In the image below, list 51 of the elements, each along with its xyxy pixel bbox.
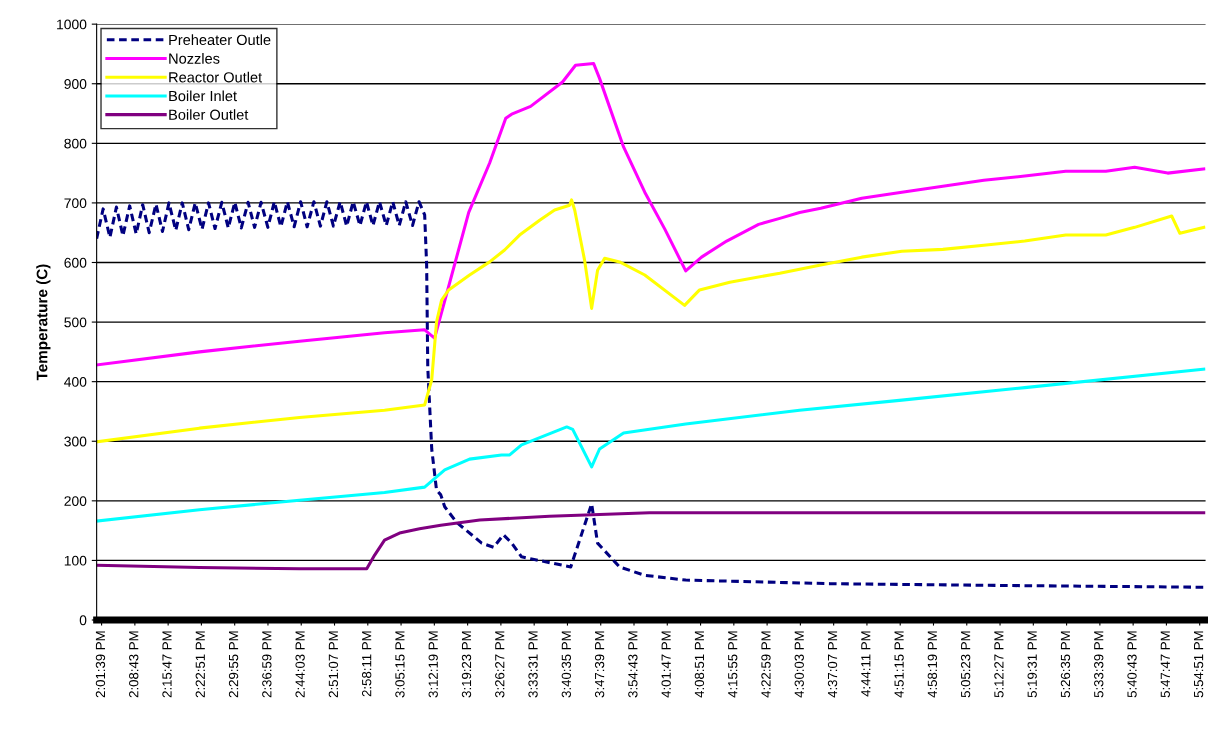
x-tick-label: 2:01:39 PM [95,631,106,698]
x-tick-label: 5:05:23 PM [960,631,971,698]
x-tick-label: 3:12:19 PM [428,631,438,698]
x-tick-label: 2:15:47 PM [162,631,172,698]
x-tick-label: 2:29:55 PM [228,631,239,698]
x-tick-label: 4:58:19 PM [927,631,938,698]
x-tick-label: 5:47:47 PM [1160,631,1170,698]
x-tick-label: 2:08:43 PM [129,631,139,698]
x-tick-label: 2:44:03 PM [295,631,305,698]
x-tick-label: 4:08:51 PM [694,631,705,698]
legend-label: Reactor Outlet [169,71,263,83]
x-tick-label: 2:58:11 PM [361,631,372,697]
x-tick-label: 2:36:59 PM [262,631,272,698]
y-tick-label: 400 [64,377,87,387]
x-tick-label: 2:51:07 PM [328,631,339,698]
x-tick-label: 5:33:39 PM [1094,631,1104,698]
x-tick-label: 5:40:43 PM [1127,631,1137,698]
y-tick-label: 200 [64,496,87,506]
legend-label: Boiler Inlet [169,90,237,102]
legend-label: Boiler Outlet [169,109,249,120]
x-tick-label: 4:44:11 PM [861,631,871,697]
y-tick-label: 1000 [57,19,87,30]
x-tick-label: 4:15:55 PM [728,631,738,698]
x-tick-label: 4:51:15 PM [894,631,904,698]
y-tick-label: 600 [64,257,87,268]
x-tick-label: 3:33:31 PM [528,631,538,698]
x-tick-label: 4:22:59 PM [761,631,771,698]
legend-label: Nozzles [169,53,220,64]
x-tick-label: 3:54:43 PM [628,631,638,698]
x-tick-label: 5:19:31 PM [1027,631,1037,698]
x-tick-label: 5:26:35 PM [1060,631,1071,698]
y-tick-label: 900 [64,79,87,89]
y-tick-label: 800 [64,138,87,149]
legend-label: Preheater Outle [169,34,271,46]
x-tick-label: 4:37:07 PM [827,631,838,698]
x-tick-label: 3:19:23 PM [461,631,472,698]
y-axis-title: Temperature (C) [36,264,51,381]
x-tick-label: 3:40:35 PM [561,631,571,698]
x-tick-label: 5:12:27 PM [994,631,1004,698]
y-tick-label: 700 [64,198,87,209]
y-tick-label: 0 [79,615,87,626]
x-tick-label: 4:01:47 PM [661,631,671,698]
y-tick-label: 500 [64,317,87,328]
x-tick-label: 5:54:51 PM [1194,631,1204,698]
y-tick-label: 300 [64,436,87,447]
x-tick-label: 4:30:03 PM [794,631,804,698]
x-tick-label: 3:05:15 PM [395,631,405,698]
x-tick-label: 2:22:51 PM [195,631,205,698]
y-tick-label: 100 [64,555,87,566]
x-tick-label: 3:47:39 PM [594,631,605,698]
x-tick-label: 3:26:27 PM [495,631,505,698]
